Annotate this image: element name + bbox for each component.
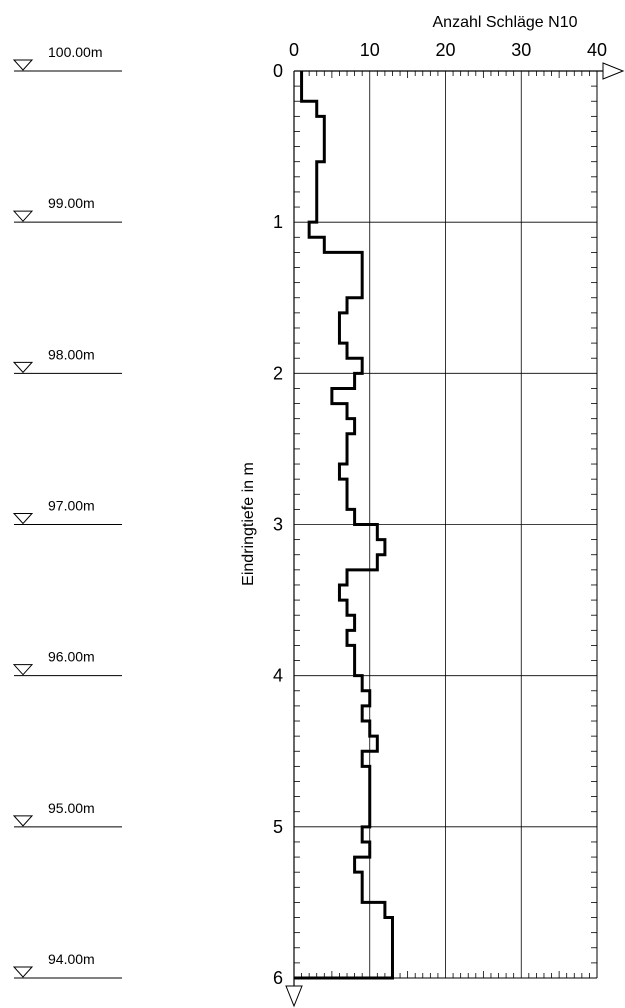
- labels: Anzahl Schläge N10 Eindringtiefe in m 0 1…: [240, 14, 607, 988]
- y-axis-arrow: [285, 985, 303, 1008]
- elevation-marker-icon: [12, 59, 34, 71]
- elevation-label: 94.00m: [48, 951, 95, 967]
- y-tick-label: 6: [273, 968, 283, 988]
- elevation-label: 99.00m: [48, 195, 95, 211]
- elevation-marker-icon: [12, 513, 34, 525]
- y-tick-label: 0: [273, 61, 283, 81]
- x-tick-label: 10: [360, 40, 380, 60]
- elevation-label: 100.00m: [48, 44, 102, 60]
- x-axis-arrow: [602, 62, 625, 80]
- elevation-marker-icon: [12, 815, 34, 827]
- axes: [285, 62, 625, 1008]
- elevation-label: 98.00m: [48, 346, 95, 362]
- elevation-label: 96.00m: [48, 649, 95, 665]
- x-tick-label: 30: [511, 40, 531, 60]
- y-tick-label: 5: [273, 817, 283, 837]
- elevation-marker-icon: [12, 210, 34, 222]
- y-tick-label: 4: [273, 666, 283, 686]
- series-line: [294, 71, 394, 980]
- x-axis-label: Anzahl Schläge N10: [433, 14, 578, 31]
- elevation-marker-icon: [12, 664, 34, 676]
- x-tick-label: 20: [435, 40, 455, 60]
- y-axis-label: Eindringtiefe in m: [240, 462, 257, 586]
- elevation-marker-icon: [12, 361, 34, 374]
- elevation-label: 97.00m: [48, 498, 95, 514]
- y-tick-label: 1: [273, 212, 283, 232]
- series: [294, 71, 394, 980]
- x-tick-label: 0: [289, 40, 299, 60]
- minor-ticks: [294, 71, 597, 978]
- elevation-label: 95.00m: [48, 800, 95, 816]
- elevation-scale: 100.00m 99.00m 98.00m 97.00m 96.00m 95.00m 94.…: [12, 44, 122, 979]
- x-tick-label: 40: [587, 40, 607, 60]
- grid: [294, 71, 597, 978]
- y-tick-label: 2: [273, 363, 283, 383]
- y-tick-label: 3: [273, 515, 283, 535]
- elevation-marker-icon: [12, 966, 34, 978]
